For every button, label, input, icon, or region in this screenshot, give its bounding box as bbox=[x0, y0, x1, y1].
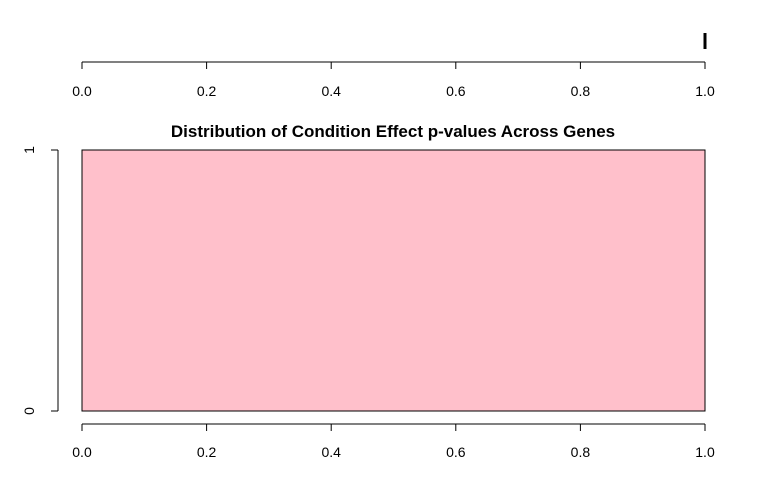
boxplot-x-axis-ticks: 0.0 0.2 0.4 0.6 0.8 1.0 bbox=[72, 62, 715, 99]
histogram-x-tick-label: 1.0 bbox=[695, 444, 715, 460]
histogram-x-tick-label: 0.2 bbox=[197, 444, 217, 460]
histogram-x-tick-label: 0.4 bbox=[321, 444, 341, 460]
boxplot-x-tick-label: 0.6 bbox=[446, 83, 466, 99]
histogram-panel: Distribution of Condition Effect p-value… bbox=[21, 122, 715, 460]
boxplot-x-tick-label: 0.2 bbox=[197, 83, 217, 99]
histogram-y-tick-label: 0 bbox=[21, 407, 37, 415]
histogram-bar bbox=[81, 149, 706, 412]
histogram-x-tick-label: 0.0 bbox=[72, 444, 92, 460]
histogram-x-tick-label: 0.6 bbox=[446, 444, 466, 460]
histogram-y-tick-label: 1 bbox=[21, 146, 37, 154]
histogram-bars bbox=[81, 149, 706, 412]
boxplot-x-tick-label: 1.0 bbox=[695, 83, 715, 99]
boxplot-panel: 0.0 0.2 0.4 0.6 0.8 1.0 bbox=[72, 33, 715, 99]
histogram-x-axis-ticks: 0.0 0.2 0.4 0.6 0.8 1.0 bbox=[72, 424, 715, 460]
boxplot-x-tick-label: 0.4 bbox=[321, 83, 341, 99]
histogram-x-tick-label: 0.8 bbox=[571, 444, 591, 460]
boxplot-x-tick-label: 0.8 bbox=[571, 83, 591, 99]
boxplot-x-tick-label: 0.0 bbox=[72, 83, 92, 99]
histogram-y-axis-ticks: 01 bbox=[21, 146, 58, 415]
chart-title: Distribution of Condition Effect p-value… bbox=[171, 122, 615, 141]
